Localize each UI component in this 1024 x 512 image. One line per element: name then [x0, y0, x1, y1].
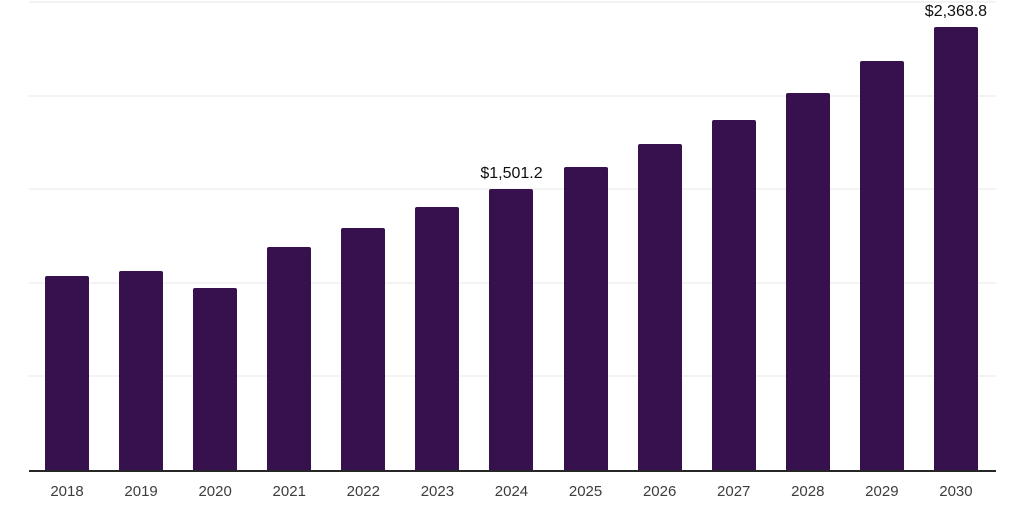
data-label-2030: $2,368.8: [924, 2, 988, 20]
x-tick-2029: 2029: [865, 483, 899, 500]
bars-container: $1,501.2 $2,368.8: [29, 0, 996, 470]
x-tick-2030: 2030: [939, 483, 973, 500]
x-tick-2023: 2023: [420, 483, 455, 500]
gridline-2000: [29, 94, 996, 97]
x-tick-2021: 2021: [272, 483, 306, 500]
x-tick-2025: 2025: [568, 483, 603, 500]
bar-2018: [45, 276, 89, 470]
gridline-2500: [29, 1, 996, 3]
bar-2025: [563, 167, 608, 470]
bar-2022: [341, 227, 386, 470]
bar-2024: $1,501.2: [480, 165, 543, 470]
x-tick-2018: 2018: [50, 483, 84, 500]
bar-2019: [119, 270, 164, 470]
x-tick-2028: 2028: [791, 483, 825, 500]
x-axis-labels: 2018 2019 2020 2021 2022 2023 2024 2025 2026 2027…: [29, 484, 996, 499]
bar-2028: [785, 93, 830, 470]
plot-area: $1,501.2 $2,368.8: [29, 0, 996, 472]
x-tick-2024: 2024: [494, 483, 529, 500]
x-tick-2022: 2022: [346, 483, 380, 500]
bar-2026: [637, 144, 682, 470]
data-label-2024: $1,501.2: [480, 164, 543, 182]
x-tick-2020: 2020: [198, 483, 232, 500]
x-tick-2027: 2027: [717, 483, 751, 500]
x-tick-2026: 2026: [642, 483, 677, 500]
bar-2027: [711, 119, 756, 470]
bar-2030: $2,368.8: [925, 3, 987, 470]
bar-2023: [415, 206, 460, 470]
x-tick-2019: 2019: [124, 483, 158, 500]
bar-2021: [267, 246, 312, 470]
bar-2020: [193, 287, 238, 470]
bar-2029: [859, 60, 904, 470]
